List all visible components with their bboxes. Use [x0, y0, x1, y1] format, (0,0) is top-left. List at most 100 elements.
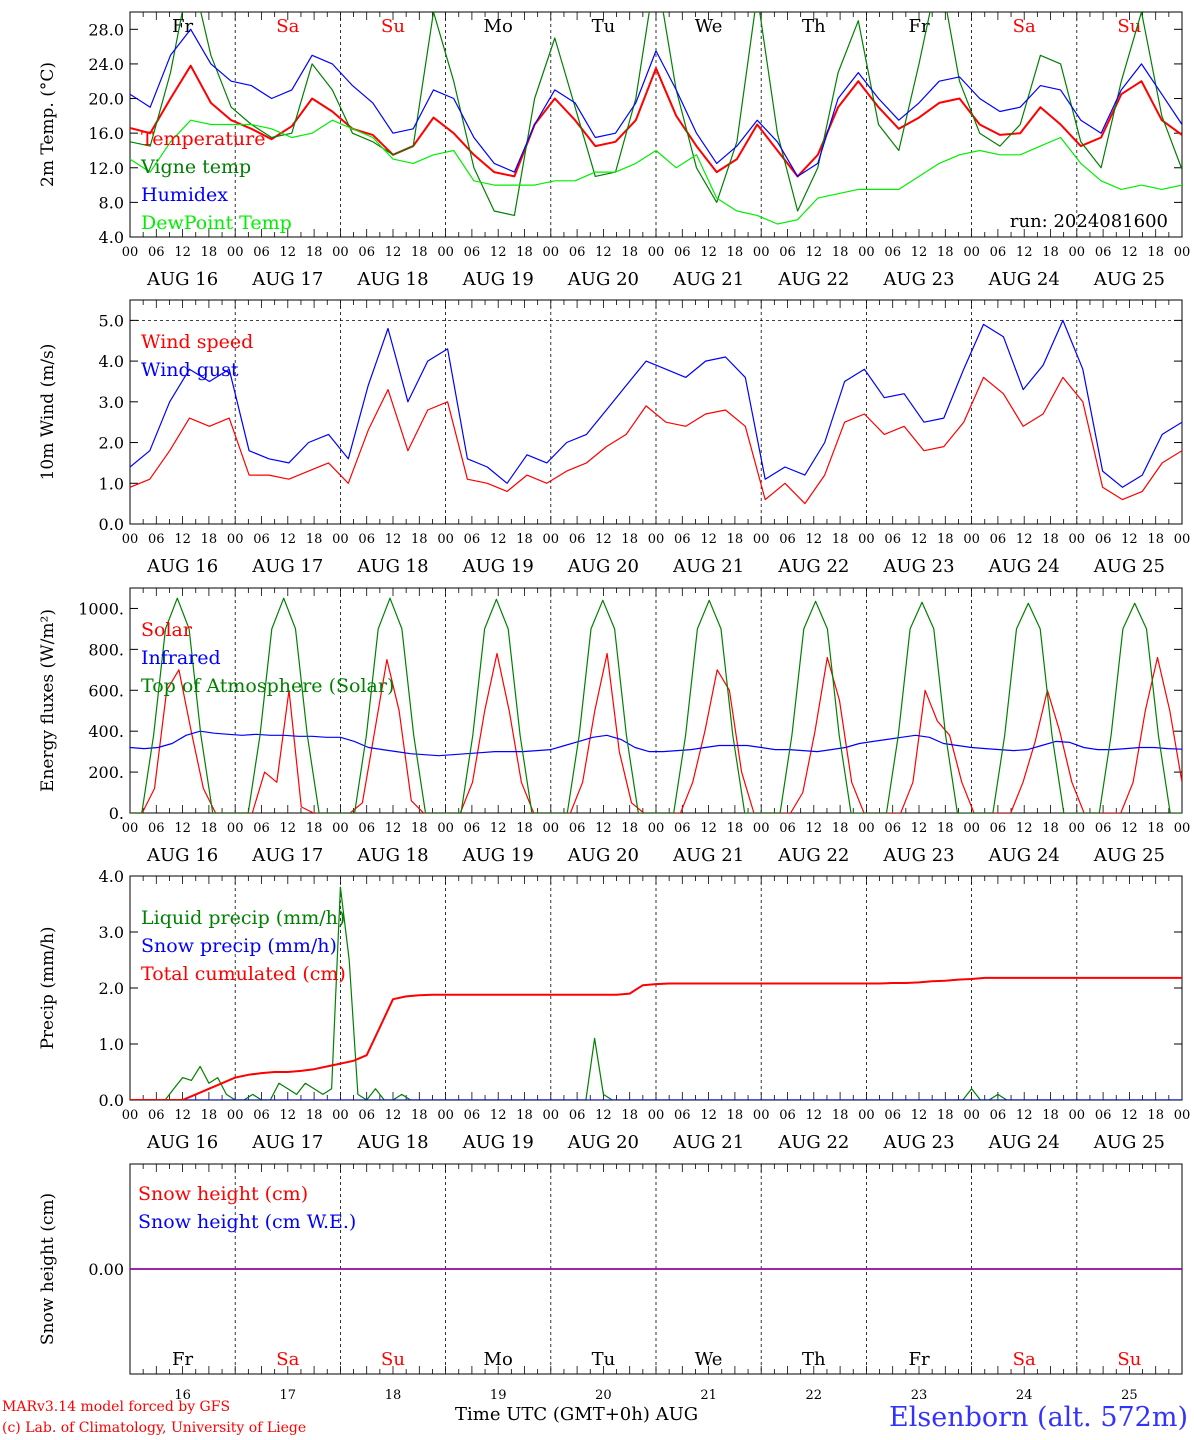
hour-tick-label: 06	[569, 821, 586, 836]
y-tick-label: 16.0	[88, 124, 124, 143]
hour-tick-label: 00	[1069, 821, 1086, 836]
hour-tick-label: 18	[1147, 245, 1164, 260]
hour-tick-label: 06	[253, 532, 270, 547]
hour-tick-label: 00	[543, 532, 560, 547]
hour-tick-label: 12	[700, 245, 717, 260]
hour-tick-label: 00	[858, 532, 875, 547]
hour-tick-label: 18	[937, 532, 954, 547]
y-axis-label: Energy fluxes (W/m²)	[38, 609, 58, 792]
date-label: AUG 18	[356, 269, 428, 290]
hour-tick-label: 12	[174, 245, 191, 260]
date-label: AUG 16	[146, 845, 218, 866]
hour-tick-label: 06	[358, 245, 375, 260]
y-axis-label: 2m Temp. (°C)	[38, 62, 58, 187]
hour-tick-label: 18	[1147, 821, 1164, 836]
series-line-1	[130, 319, 1182, 488]
day-number-label: 20	[595, 1388, 612, 1403]
weekday-label: We	[695, 16, 723, 37]
y-tick-label: 4.0	[99, 867, 124, 886]
hour-tick-label: 06	[674, 532, 691, 547]
hour-tick-label: 00	[227, 1108, 244, 1123]
hour-tick-label: 12	[174, 821, 191, 836]
plot-frame	[129, 299, 1183, 525]
hour-tick-label: 00	[753, 245, 770, 260]
hour-tick-label: 06	[358, 532, 375, 547]
hour-tick-label: 12	[1121, 532, 1138, 547]
series-line-2	[130, 976, 1182, 1100]
y-axis-label: 10m Wind (m/s)	[38, 344, 58, 481]
day-number-label: 24	[1016, 1388, 1033, 1403]
hour-tick-label: 06	[569, 532, 586, 547]
series-group	[130, 319, 1182, 505]
date-label: AUG 18	[356, 556, 428, 577]
hour-tick-label: 00	[332, 821, 349, 836]
weekday-label: Sa	[276, 1349, 299, 1370]
hour-tick-label: 00	[1174, 821, 1191, 836]
hour-tick-label: 00	[963, 1108, 980, 1123]
date-label: AUG 18	[356, 1132, 428, 1153]
y-tick-label: 400.	[88, 722, 124, 741]
y-tick-label: 20.0	[88, 90, 124, 109]
hour-tick-label: 00	[332, 1108, 349, 1123]
hour-tick-label: 18	[516, 1108, 533, 1123]
hour-tick-label: 06	[1095, 532, 1112, 547]
date-label: AUG 20	[567, 556, 639, 577]
y-tick-label: 2.0	[99, 434, 124, 453]
legend-entry: Total cumulated (cm)	[141, 963, 346, 985]
hour-tick-label: 06	[990, 1108, 1007, 1123]
legend-entry: Temperature	[141, 128, 265, 150]
hour-tick-label: 12	[806, 1108, 823, 1123]
hour-tick-label: 12	[490, 1108, 507, 1123]
panel-wind: 0.0 1.0 2.0 3.0 4.0 5.0 10m Wind (m/s) 00 06 12 18…	[38, 299, 1190, 577]
date-label: AUG 25	[1093, 556, 1165, 577]
date-label: AUG 19	[462, 845, 534, 866]
hour-tick-label: 06	[464, 821, 481, 836]
hour-tick-label: 00	[648, 245, 665, 260]
panel-snow: 0.00 Snow height (cm) Fr Sa Su Mo Tu We Th Fr Sa Su…	[38, 1163, 1183, 1403]
hour-tick-label: 12	[385, 245, 402, 260]
date-label: AUG 20	[567, 1132, 639, 1153]
hour-tick-label: 18	[306, 245, 323, 260]
hour-tick-label: 06	[148, 245, 165, 260]
date-label: AUG 23	[882, 556, 954, 577]
date-label: AUG 25	[1093, 1132, 1165, 1153]
weekday-label: Su	[1117, 1349, 1141, 1370]
series-line-0	[130, 652, 1182, 813]
hour-tick-label: 12	[911, 245, 928, 260]
hour-tick-label: 12	[700, 1108, 717, 1123]
date-label: AUG 19	[462, 1132, 534, 1153]
hour-tick-label: 00	[122, 532, 139, 547]
y-tick-label: 1000.	[78, 599, 124, 618]
hour-tick-label: 00	[543, 1108, 560, 1123]
hour-tick-label: 18	[1042, 245, 1059, 260]
day-number-label: 17	[280, 1388, 297, 1403]
hour-tick-label: 12	[280, 245, 297, 260]
hour-tick-label: 18	[411, 821, 428, 836]
hour-tick-label: 12	[1121, 821, 1138, 836]
hour-tick-label: 18	[832, 821, 849, 836]
hour-tick-label: 18	[1147, 1108, 1164, 1123]
hour-tick-label: 06	[990, 532, 1007, 547]
date-label: AUG 17	[251, 1132, 323, 1153]
hour-tick-label: 18	[516, 245, 533, 260]
hour-tick-label: 06	[1095, 245, 1112, 260]
series-group	[130, 886, 1182, 1100]
hour-tick-label: 06	[779, 532, 796, 547]
hour-tick-label: 18	[727, 821, 744, 836]
hour-tick-label: 06	[990, 821, 1007, 836]
y-tick-label: 800.	[88, 640, 124, 659]
weekday-label: Sa	[276, 16, 299, 37]
y-tick-label: 8.0	[99, 193, 124, 212]
panel-temperature: 4.0 8.0 12.0 16.0 20.0 24.0 28.0 2m Temp. (°C) 0…	[38, 11, 1190, 290]
hour-tick-label: 00	[1069, 245, 1086, 260]
y-tick-label: 5.0	[99, 311, 124, 330]
hour-tick-label: 12	[385, 1108, 402, 1123]
weekday-label: Su	[381, 16, 405, 37]
hour-tick-label: 18	[832, 1108, 849, 1123]
hour-tick-label: 18	[621, 532, 638, 547]
hour-tick-label: 12	[280, 1108, 297, 1123]
hour-tick-label: 18	[306, 821, 323, 836]
date-label: AUG 20	[567, 269, 639, 290]
weekday-label: Mo	[484, 16, 513, 37]
hour-tick-label: 06	[674, 821, 691, 836]
